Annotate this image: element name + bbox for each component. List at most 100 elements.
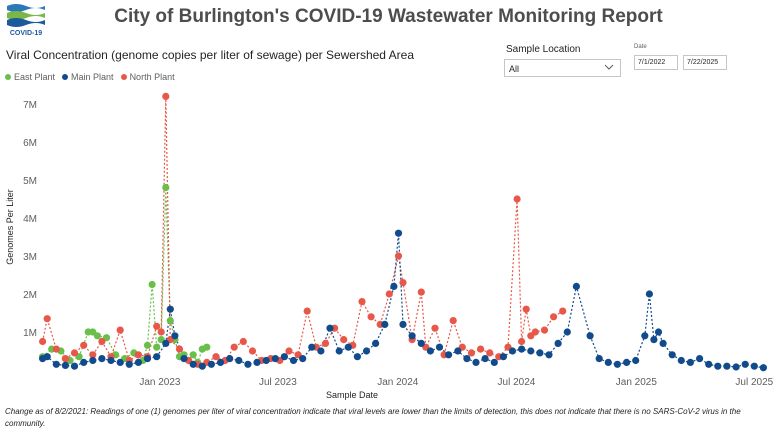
data-point-main[interactable] xyxy=(732,363,740,371)
data-point-main[interactable] xyxy=(623,358,631,366)
data-point-main[interactable] xyxy=(399,320,407,328)
data-point-main[interactable] xyxy=(426,347,434,355)
data-point-east[interactable] xyxy=(203,343,211,351)
date-start-input[interactable]: 7/1/2022 xyxy=(634,55,678,70)
data-point-main[interactable] xyxy=(613,360,622,368)
data-point-main[interactable] xyxy=(645,290,654,298)
data-point-main[interactable] xyxy=(463,355,471,363)
data-point-main[interactable] xyxy=(705,360,713,368)
legend-item-east-plant[interactable]: East Plant xyxy=(5,72,55,82)
data-point-main[interactable] xyxy=(134,358,142,366)
data-point-east[interactable] xyxy=(162,184,170,192)
data-point-north[interactable] xyxy=(513,195,521,203)
data-point-north[interactable] xyxy=(367,313,375,321)
data-point-main[interactable] xyxy=(317,347,325,355)
data-point-north[interactable] xyxy=(230,343,238,351)
data-point-north[interactable] xyxy=(417,288,425,296)
data-point-north[interactable] xyxy=(157,328,165,336)
data-point-main[interactable] xyxy=(235,356,243,365)
data-point-north[interactable] xyxy=(394,252,403,260)
data-point-north[interactable] xyxy=(39,337,47,346)
data-point-main[interactable] xyxy=(52,360,60,368)
data-point-north[interactable] xyxy=(321,339,330,347)
data-point-main[interactable] xyxy=(89,356,97,365)
data-point-main[interactable] xyxy=(253,358,261,366)
data-point-main[interactable] xyxy=(271,355,279,363)
data-point-east[interactable] xyxy=(153,343,161,351)
data-point-main[interactable] xyxy=(472,358,480,366)
data-point-main[interactable] xyxy=(714,362,722,370)
data-point-north[interactable] xyxy=(522,305,530,313)
data-point-north[interactable] xyxy=(531,328,539,336)
data-point-east[interactable] xyxy=(189,351,197,359)
data-point-main[interactable] xyxy=(162,339,170,347)
data-point-north[interactable] xyxy=(61,355,69,363)
data-point-main[interactable] xyxy=(43,353,51,361)
data-point-main[interactable] xyxy=(171,332,179,340)
data-point-main[interactable] xyxy=(299,355,307,363)
data-point-main[interactable] xyxy=(536,349,544,357)
data-point-east[interactable] xyxy=(166,317,174,325)
data-point-north[interactable] xyxy=(89,351,97,359)
data-point-main[interactable] xyxy=(143,355,152,363)
data-point-main[interactable] xyxy=(659,339,667,347)
data-point-north[interactable] xyxy=(285,347,293,355)
data-point-main[interactable] xyxy=(668,351,676,359)
data-point-main[interactable] xyxy=(723,362,731,370)
data-point-main[interactable] xyxy=(80,358,88,366)
data-point-north[interactable] xyxy=(162,92,170,100)
data-point-main[interactable] xyxy=(696,355,704,363)
data-point-main[interactable] xyxy=(554,339,562,347)
data-point-north[interactable] xyxy=(559,307,567,315)
data-point-main[interactable] xyxy=(595,355,603,363)
data-point-north[interactable] xyxy=(340,336,348,344)
data-point-north[interactable] xyxy=(431,324,439,332)
data-point-main[interactable] xyxy=(408,332,416,340)
data-point-main[interactable] xyxy=(394,229,403,237)
data-point-north[interactable] xyxy=(134,351,142,359)
data-point-main[interactable] xyxy=(417,339,425,347)
data-point-main[interactable] xyxy=(189,360,197,368)
data-point-main[interactable] xyxy=(445,351,453,359)
data-point-main[interactable] xyxy=(490,358,498,366)
data-point-main[interactable] xyxy=(454,347,462,355)
data-point-north[interactable] xyxy=(303,307,311,315)
data-point-main[interactable] xyxy=(107,356,115,365)
data-point-main[interactable] xyxy=(435,343,444,351)
data-point-north[interactable] xyxy=(43,315,51,323)
data-point-main[interactable] xyxy=(262,356,270,365)
data-point-main[interactable] xyxy=(508,347,517,355)
data-point-main[interactable] xyxy=(381,320,389,328)
data-point-main[interactable] xyxy=(326,324,334,332)
data-point-main[interactable] xyxy=(116,358,124,366)
data-point-main[interactable] xyxy=(207,360,215,368)
data-point-north[interactable] xyxy=(550,313,558,321)
data-point-main[interactable] xyxy=(650,336,658,344)
data-point-main[interactable] xyxy=(280,353,288,361)
data-point-north[interactable] xyxy=(358,298,366,306)
data-point-main[interactable] xyxy=(572,282,581,290)
data-point-main[interactable] xyxy=(166,305,174,313)
data-point-main[interactable] xyxy=(244,360,252,368)
data-point-north[interactable] xyxy=(52,345,60,353)
data-point-main[interactable] xyxy=(586,332,594,340)
data-point-main[interactable] xyxy=(390,282,398,290)
data-point-main[interactable] xyxy=(153,353,161,361)
data-point-main[interactable] xyxy=(289,356,298,365)
data-point-north[interactable] xyxy=(477,345,485,353)
data-point-north[interactable] xyxy=(385,290,393,298)
data-point-main[interactable] xyxy=(335,347,343,355)
data-point-main[interactable] xyxy=(362,347,371,355)
data-point-north[interactable] xyxy=(116,326,124,334)
data-point-main[interactable] xyxy=(759,364,768,372)
data-point-main[interactable] xyxy=(686,358,695,366)
data-point-main[interactable] xyxy=(308,343,316,351)
data-point-north[interactable] xyxy=(175,345,184,353)
data-point-main[interactable] xyxy=(344,343,352,351)
legend-item-main-plant[interactable]: Main Plant xyxy=(62,72,114,82)
data-point-north[interactable] xyxy=(239,337,247,346)
data-point-main[interactable] xyxy=(98,355,106,363)
data-point-north[interactable] xyxy=(486,349,494,357)
data-point-main[interactable] xyxy=(180,355,188,363)
data-point-main[interactable] xyxy=(741,360,749,368)
